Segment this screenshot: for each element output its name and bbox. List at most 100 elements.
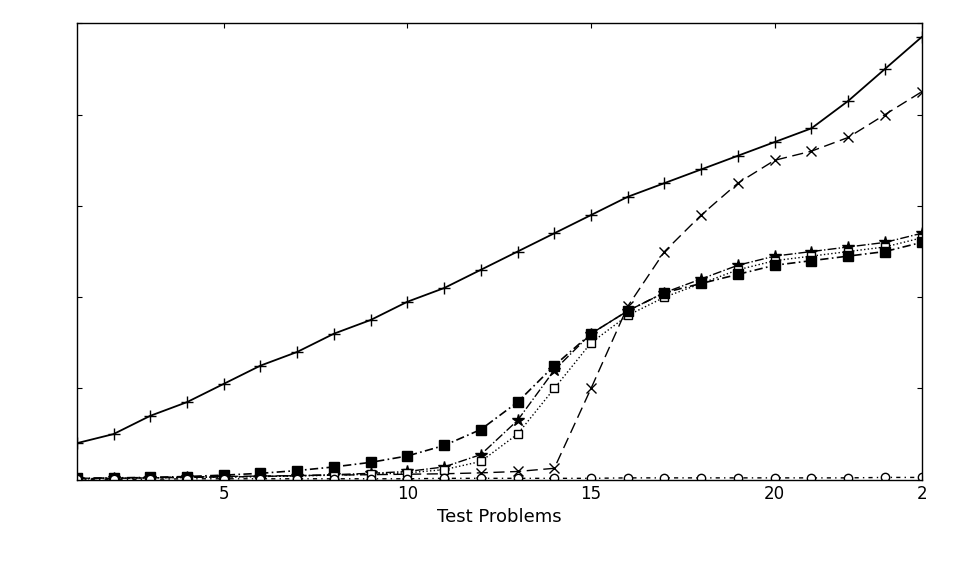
Attributes (with Verification) xyxy=(328,475,340,482)
Attributes (without Verification) xyxy=(659,289,670,296)
Relations (without Verification) xyxy=(805,125,817,132)
Attributes (without Verification) xyxy=(805,257,817,264)
Attributes (with Verification) xyxy=(622,474,634,481)
Methods (without Verification) xyxy=(916,230,927,237)
Methods (without Verification) xyxy=(659,289,670,296)
Relations (with Verification) xyxy=(805,147,817,154)
Methods (without Verification) xyxy=(181,474,193,481)
Methods (without Verification) xyxy=(732,261,744,269)
Relations (without Verification) xyxy=(292,349,303,356)
Attributes (with Verification) xyxy=(879,474,891,481)
Methods (without Verification) xyxy=(769,253,780,260)
Methods (with Verification) xyxy=(659,294,670,301)
Relations (with Verification) xyxy=(292,472,303,479)
Relations (with Verification) xyxy=(475,469,487,476)
Attributes (with Verification) xyxy=(254,475,266,482)
Methods (without Verification) xyxy=(218,473,229,480)
Methods (without Verification) xyxy=(108,475,119,482)
Relations (without Verification) xyxy=(145,412,156,419)
Attributes (with Verification) xyxy=(659,474,670,481)
Attributes (with Verification) xyxy=(181,475,193,482)
Relations (without Verification) xyxy=(586,212,597,219)
Line: Methods (with Verification): Methods (with Verification) xyxy=(73,233,925,483)
Methods (with Verification) xyxy=(695,280,707,287)
Relations (with Verification) xyxy=(71,475,83,482)
Relations (with Verification) xyxy=(879,111,891,118)
Methods (without Verification) xyxy=(365,470,376,477)
Attributes (without Verification) xyxy=(218,472,229,479)
Methods (with Verification) xyxy=(512,431,523,438)
Relations (with Verification) xyxy=(108,474,119,481)
Relations (with Verification) xyxy=(365,471,376,478)
Attributes (with Verification) xyxy=(71,476,83,483)
Attributes (with Verification) xyxy=(365,475,376,482)
Relations (without Verification) xyxy=(254,362,266,369)
Methods (with Verification) xyxy=(292,473,303,480)
Relations (with Verification) xyxy=(439,470,450,477)
Relations (with Verification) xyxy=(218,473,229,480)
Attributes (with Verification) xyxy=(695,474,707,481)
Attributes (with Verification) xyxy=(475,475,487,482)
Methods (with Verification) xyxy=(439,466,450,473)
Methods (with Verification) xyxy=(108,475,119,482)
Relations (without Verification) xyxy=(181,398,193,405)
Attributes (without Verification) xyxy=(695,280,707,287)
Methods (without Verification) xyxy=(622,307,634,314)
Methods (without Verification) xyxy=(695,276,707,283)
Attributes (without Verification) xyxy=(108,474,119,481)
Relations (with Verification) xyxy=(842,134,853,141)
Attributes (without Verification) xyxy=(401,452,413,459)
Attributes (with Verification) xyxy=(292,475,303,482)
Line: Relations (without Verification): Relations (without Verification) xyxy=(70,31,928,449)
Relations (without Verification) xyxy=(475,266,487,273)
Methods (without Verification) xyxy=(145,474,156,481)
Attributes (with Verification) xyxy=(732,474,744,481)
Relations (without Verification) xyxy=(659,180,670,187)
Relations (without Verification) xyxy=(365,316,376,324)
Relations (without Verification) xyxy=(879,66,891,73)
Methods (with Verification) xyxy=(475,458,487,465)
Relations (without Verification) xyxy=(71,440,83,447)
Attributes (without Verification) xyxy=(732,271,744,278)
Relations (with Verification) xyxy=(181,473,193,480)
Methods (with Verification) xyxy=(879,243,891,250)
Methods (without Verification) xyxy=(842,243,853,250)
Attributes (without Verification) xyxy=(292,467,303,474)
Methods (without Verification) xyxy=(328,471,340,478)
Attributes (without Verification) xyxy=(548,362,560,369)
Methods (with Verification) xyxy=(622,312,634,319)
Relations (without Verification) xyxy=(695,166,707,173)
Relations (with Verification) xyxy=(732,180,744,187)
Methods (with Verification) xyxy=(145,474,156,481)
Attributes (without Verification) xyxy=(181,473,193,480)
Relations (with Verification) xyxy=(548,464,560,472)
Attributes (with Verification) xyxy=(586,475,597,482)
Attributes (without Verification) xyxy=(439,442,450,449)
Relations (without Verification) xyxy=(218,380,229,387)
Relations (without Verification) xyxy=(401,298,413,305)
Attributes (with Verification) xyxy=(512,475,523,482)
Relations (without Verification) xyxy=(916,33,927,40)
Attributes (without Verification) xyxy=(512,398,523,405)
Relations (without Verification) xyxy=(842,98,853,105)
Attributes (with Verification) xyxy=(218,475,229,482)
Relations (without Verification) xyxy=(548,230,560,237)
Methods (without Verification) xyxy=(805,248,817,255)
Methods (without Verification) xyxy=(548,367,560,374)
X-axis label: Test Problems: Test Problems xyxy=(437,508,562,526)
Methods (with Verification) xyxy=(769,257,780,264)
Methods (with Verification) xyxy=(254,473,266,480)
Relations (with Verification) xyxy=(695,212,707,219)
Relations (without Verification) xyxy=(108,431,119,438)
Attributes (without Verification) xyxy=(254,470,266,477)
Attributes (without Verification) xyxy=(475,426,487,433)
Methods (with Verification) xyxy=(805,253,817,260)
Attributes (without Verification) xyxy=(842,253,853,260)
Relations (with Verification) xyxy=(328,472,340,479)
Methods (without Verification) xyxy=(586,330,597,337)
Attributes (without Verification) xyxy=(328,463,340,470)
Attributes (with Verification) xyxy=(401,475,413,482)
Attributes (without Verification) xyxy=(879,248,891,255)
Relations (without Verification) xyxy=(328,330,340,337)
Attributes (with Verification) xyxy=(548,475,560,482)
